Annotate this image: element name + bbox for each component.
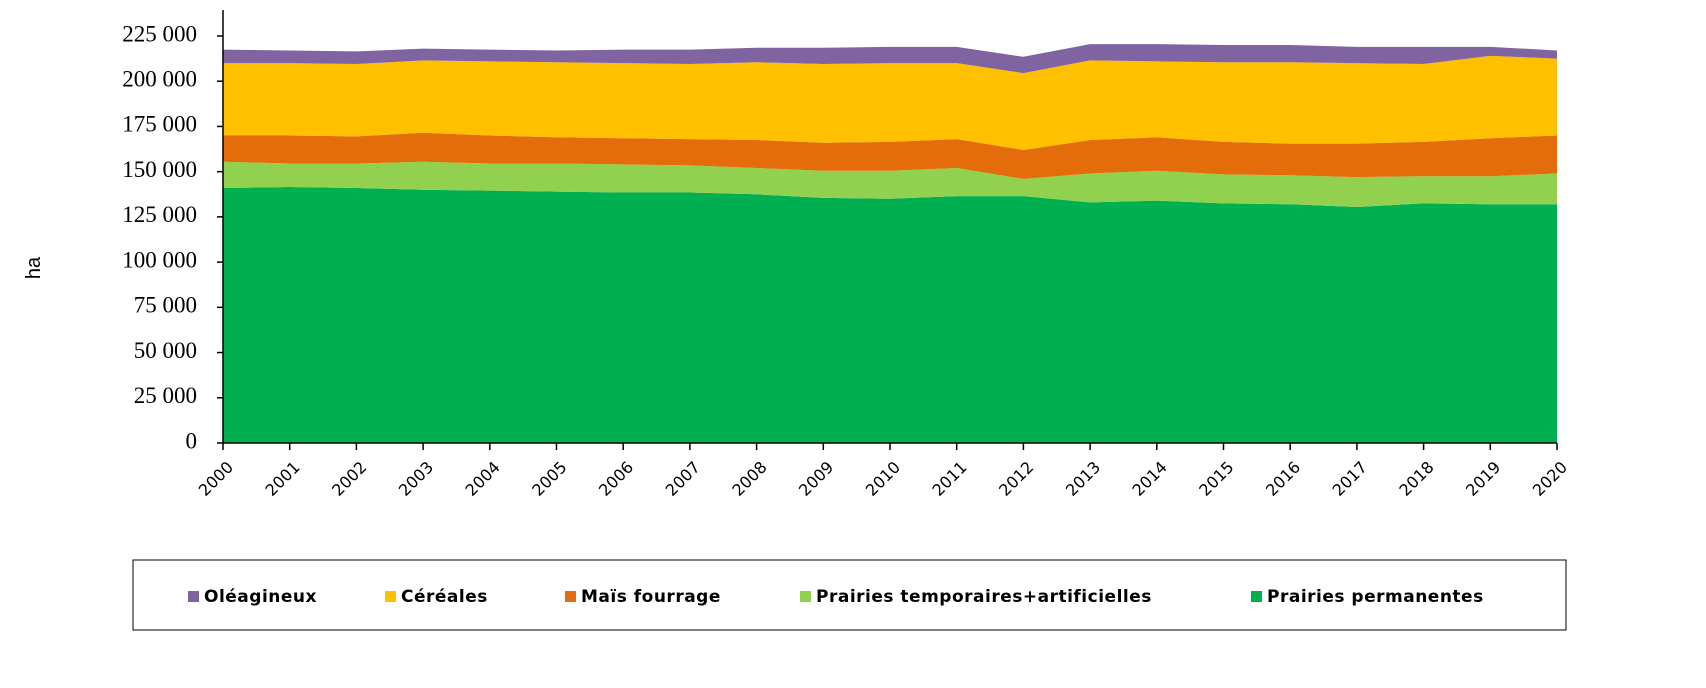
area (223, 55, 1557, 150)
legend-label: Prairies permanentes (1267, 587, 1484, 607)
x-tick-label: 2008 (728, 458, 770, 500)
area (223, 187, 1557, 443)
x-tick-label: 2001 (261, 458, 303, 500)
y-tick-label: 100 000 (122, 247, 197, 272)
x-tick-label: 2017 (1329, 458, 1371, 500)
x-tick-label: 2011 (928, 458, 970, 500)
legend-swatch (385, 591, 396, 602)
area (223, 132, 1557, 179)
legend-swatch (565, 591, 576, 602)
y-axis-label: ha (23, 256, 45, 279)
x-tick-label: 2003 (395, 458, 437, 500)
y-tick-label: 225 000 (122, 21, 197, 46)
y-tick-label: 0 (186, 428, 198, 453)
legend-label: Maïs fourrage (581, 587, 721, 607)
x-tick-label: 2018 (1395, 458, 1437, 500)
legend-swatch (188, 591, 199, 602)
y-tick-label: 25 000 (134, 383, 197, 408)
y-tick-label: 125 000 (122, 202, 197, 227)
legend-box (132, 559, 1567, 631)
x-tick-label: 2010 (862, 458, 904, 500)
x-tick-label: 2005 (528, 458, 570, 500)
y-tick-label: 150 000 (122, 157, 197, 182)
x-tick-label: 2009 (795, 458, 837, 500)
x-tick-label: 2020 (1529, 458, 1571, 500)
x-tick-label: 2012 (995, 458, 1037, 500)
y-tick-label: 200 000 (122, 67, 197, 92)
legend-label: Céréales (401, 587, 488, 607)
legend-label: Oléagineux (204, 587, 317, 607)
legend-label: Prairies temporaires+artificielles (816, 587, 1152, 607)
x-tick-label: 2004 (462, 458, 504, 500)
area (223, 44, 1557, 74)
x-tick-label: 2016 (1262, 458, 1304, 500)
legend-swatch (1251, 591, 1262, 602)
y-tick-label: 50 000 (134, 338, 197, 363)
y-tick-label: 175 000 (122, 112, 197, 137)
x-tick-label: 2002 (328, 458, 370, 500)
x-tick-label: 2019 (1462, 458, 1504, 500)
x-tick-label: 2006 (595, 458, 637, 500)
y-tick-label: 75 000 (134, 293, 197, 318)
x-tick-label: 2013 (1062, 458, 1104, 500)
x-tick-label: 2015 (1195, 458, 1237, 500)
legend-swatch (800, 591, 811, 602)
x-tick-label: 2014 (1129, 458, 1171, 500)
area (223, 161, 1557, 207)
x-tick-label: 2007 (662, 458, 704, 500)
x-tick-label: 2000 (195, 458, 237, 500)
